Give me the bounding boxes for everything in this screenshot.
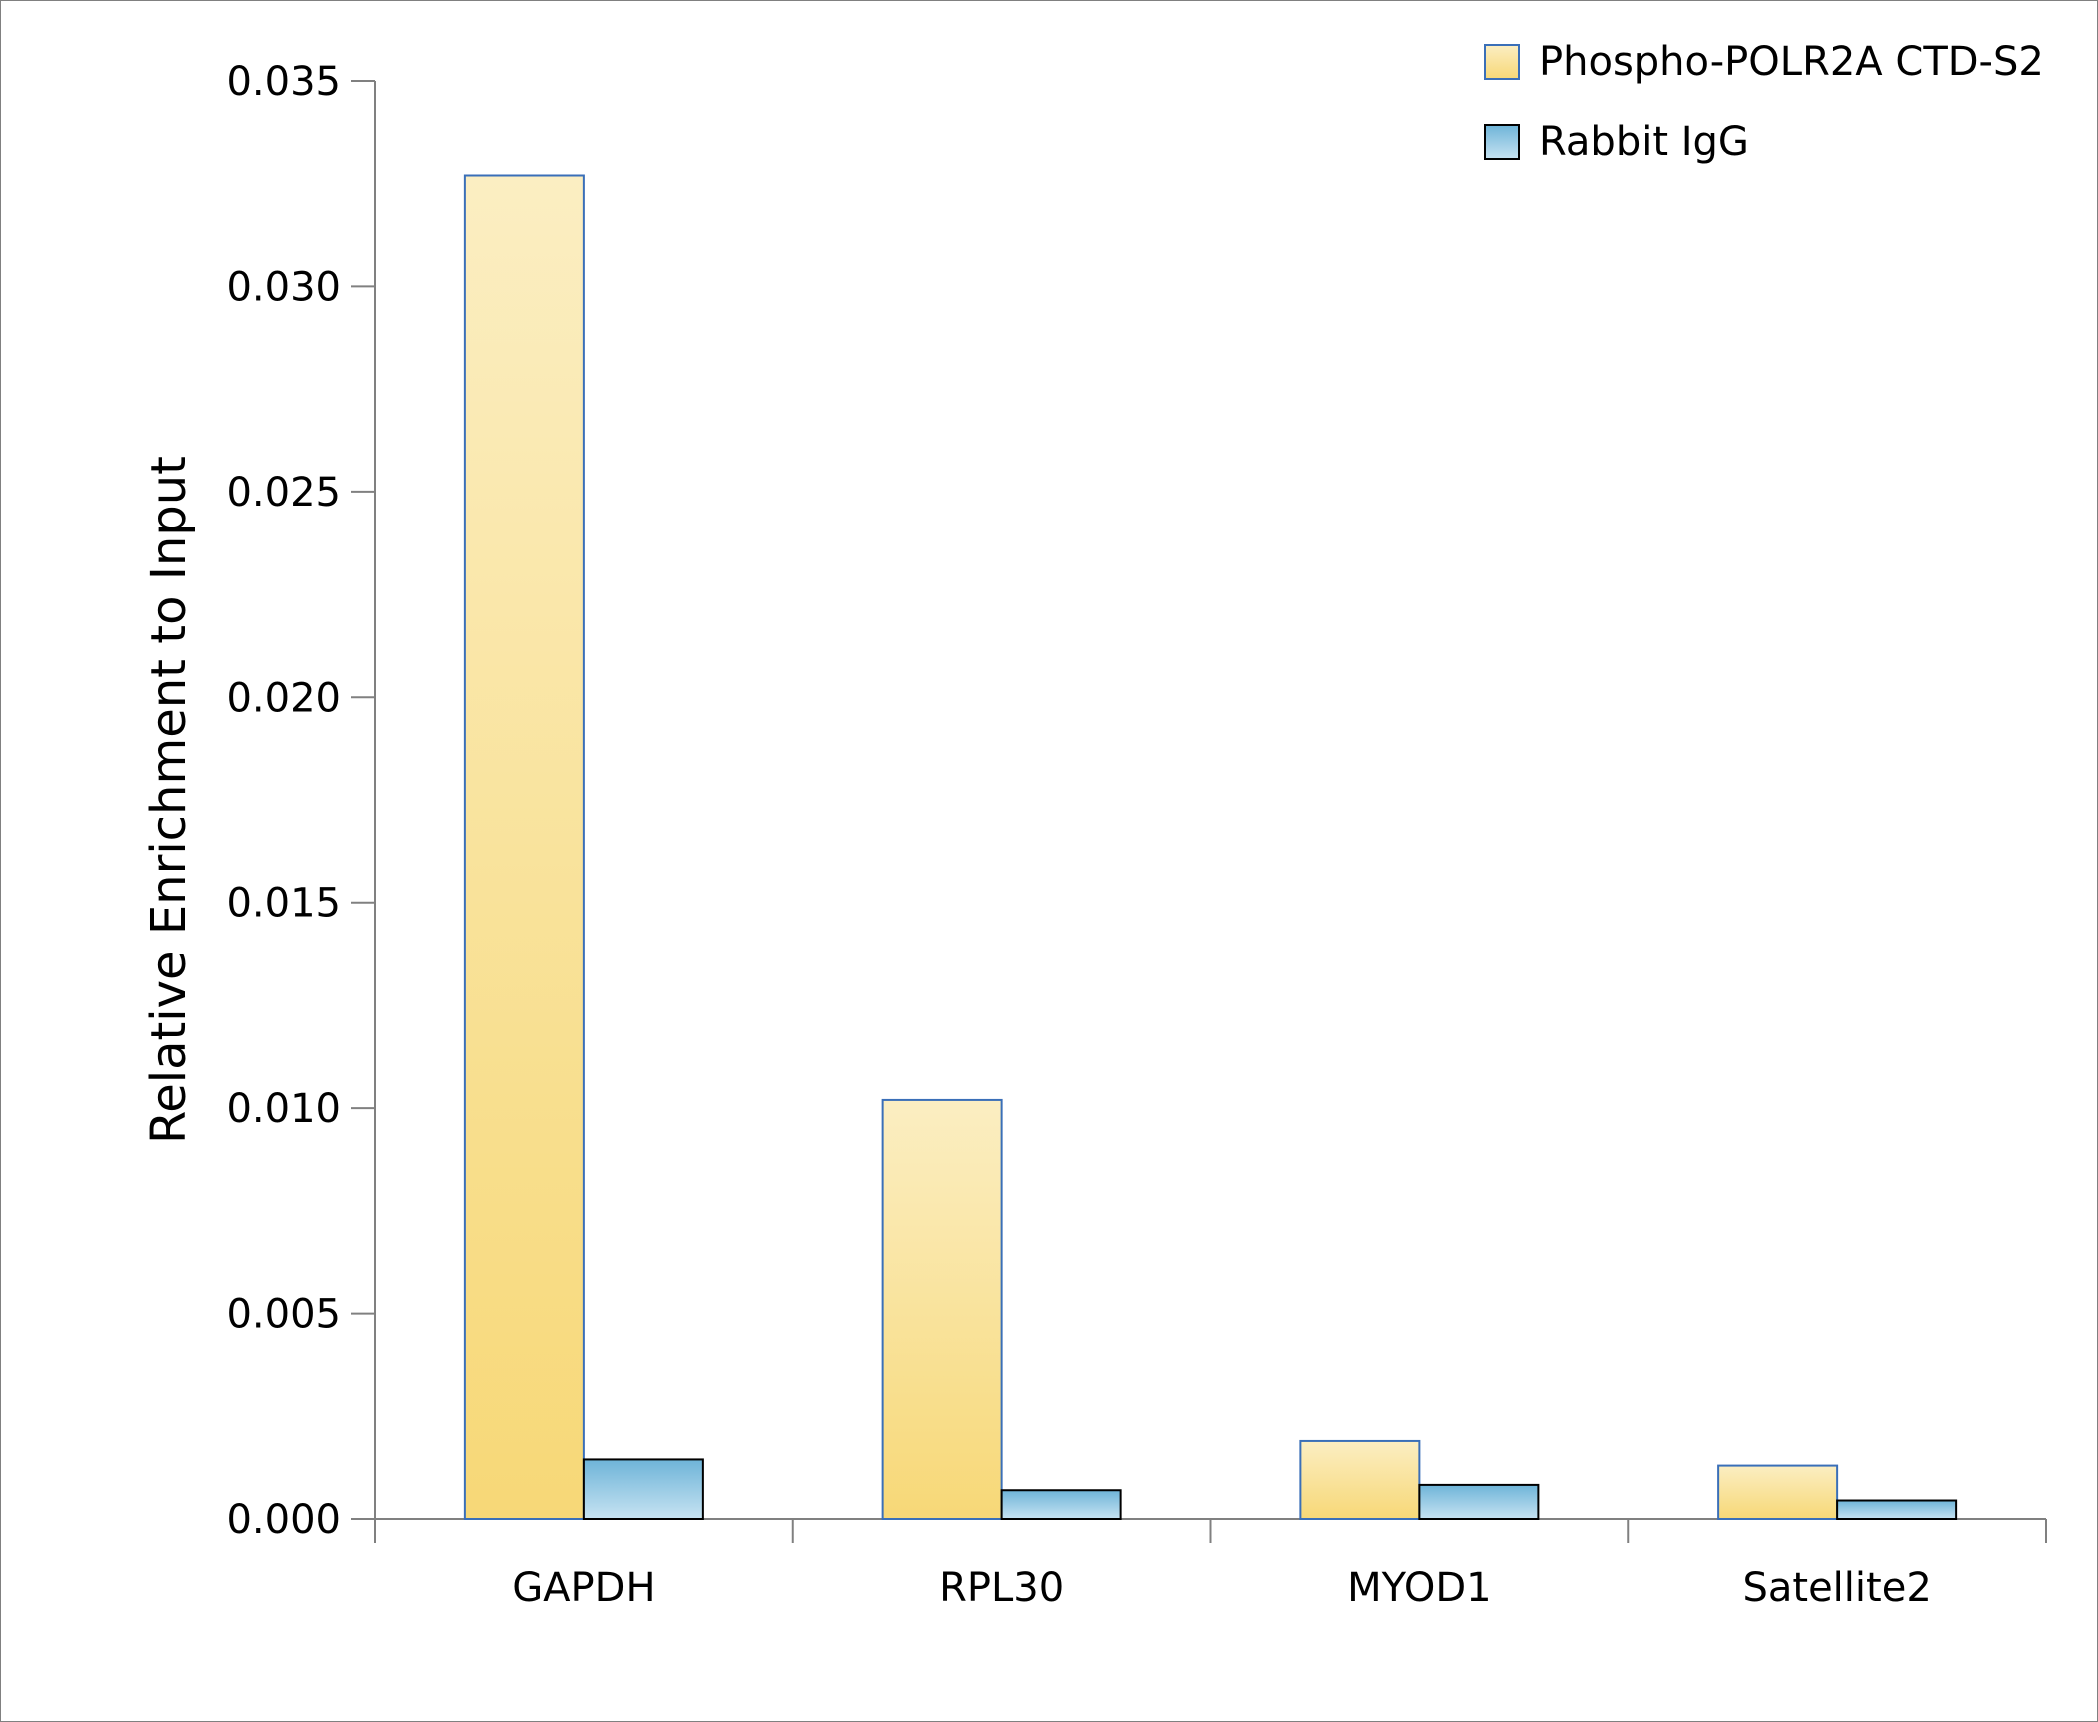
bar-myod1-rabbit-igg bbox=[1418, 1483, 1540, 1520]
x-category-label: MYOD1 bbox=[1347, 1565, 1492, 1611]
legend-label: Rabbit IgG bbox=[1539, 119, 1749, 165]
x-category-label: RPL30 bbox=[939, 1565, 1064, 1611]
bar-gapdh-phospho-polr2a bbox=[463, 174, 585, 1520]
y-tick-label: 0.010 bbox=[226, 1086, 341, 1132]
legend-swatch bbox=[1484, 124, 1520, 160]
bars-group bbox=[463, 174, 1958, 1521]
y-tick-label: 0.025 bbox=[226, 470, 341, 516]
y-tick-label: 0.020 bbox=[226, 675, 341, 721]
legend: Phospho-POLR2A CTD-S2 Rabbit IgG bbox=[1484, 39, 2044, 165]
bar-satellite2-rabbit-igg bbox=[1836, 1499, 1958, 1521]
bar-rpl30-rabbit-igg bbox=[1000, 1489, 1122, 1520]
y-tick-label: 0.030 bbox=[226, 264, 341, 310]
y-tick-label: 0.005 bbox=[226, 1292, 341, 1338]
y-axis-title: Relative Enrichment to Input bbox=[141, 456, 197, 1144]
y-tick-label: 0.000 bbox=[226, 1497, 341, 1543]
legend-label: Phospho-POLR2A CTD-S2 bbox=[1539, 39, 2044, 85]
bar-gapdh-rabbit-igg bbox=[582, 1458, 704, 1520]
bar-rpl30-phospho-polr2a bbox=[881, 1098, 1003, 1520]
bar-myod1-phospho-polr2a bbox=[1299, 1439, 1421, 1520]
legend-swatch bbox=[1484, 44, 1520, 80]
y-axis: 0.000 0.005 0.010 0.015 0.020 0.025 0.030 0.035 bbox=[226, 59, 376, 1543]
x-category-label: Satellite2 bbox=[1742, 1565, 1931, 1611]
y-tick-label: 0.035 bbox=[226, 59, 341, 105]
y-tick-label: 0.015 bbox=[226, 881, 341, 927]
x-category-label: GAPDH bbox=[512, 1565, 655, 1611]
bar-satellite2-phospho-polr2a bbox=[1717, 1464, 1839, 1521]
x-axis: GAPDH RPL30 MYOD1 Satellite2 bbox=[374, 1518, 2047, 1611]
